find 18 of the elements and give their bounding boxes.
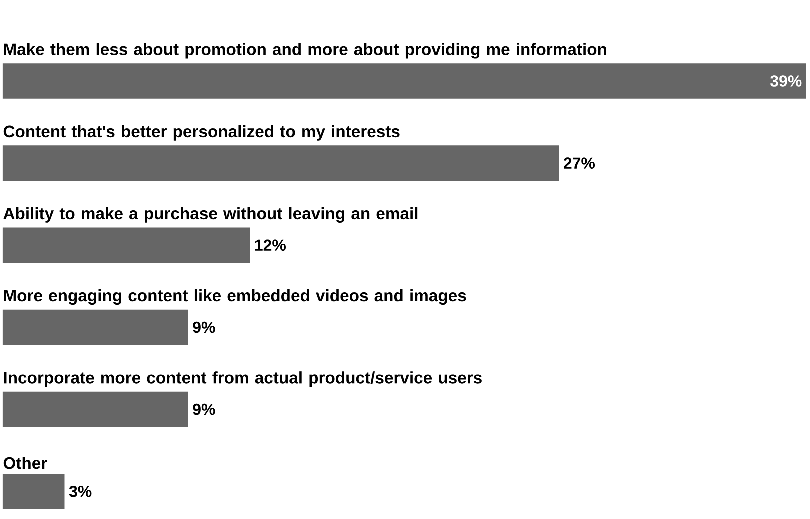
y-tick-label: Other (4, 456, 48, 470)
y-tick-label: Content that's better personalized to my interests (4, 125, 400, 141)
y-tick-label: More engaging content like embedded videos and images (4, 289, 466, 305)
y-tick-label: Make them less about promotion and more about providing me information (4, 43, 606, 59)
data-label: 27% (564, 158, 596, 169)
bar (2, 392, 188, 428)
data-label: 3% (69, 486, 92, 498)
y-tick-label: Ability to make a purchase without leaving an email (4, 207, 418, 223)
bar (2, 146, 560, 181)
data-label: 9% (193, 322, 216, 334)
bar (2, 474, 65, 510)
bar (2, 64, 806, 99)
data-label: 39% (770, 75, 802, 87)
bar (2, 310, 188, 346)
bar (2, 228, 250, 263)
y-tick-label: Incorporate more content from actual product/service users (4, 372, 482, 388)
data-label: 12% (255, 240, 286, 251)
data-label: 9% (193, 404, 216, 416)
